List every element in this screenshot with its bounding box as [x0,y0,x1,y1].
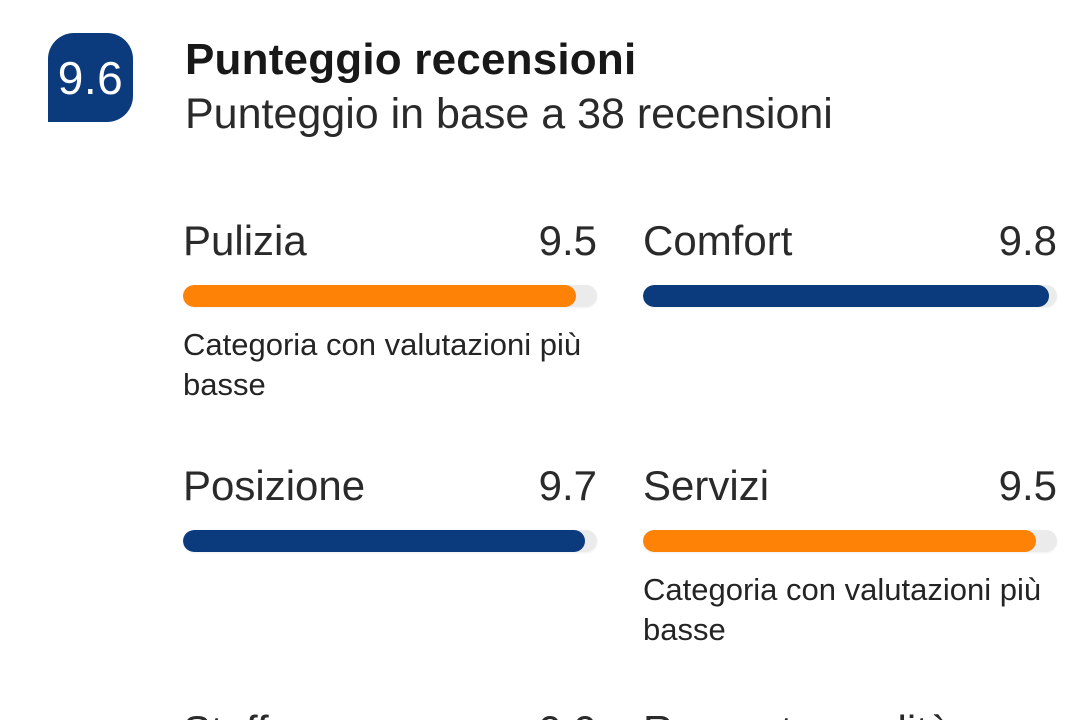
category-score: 9.8 [998,217,1057,264]
score-bar-fill [183,285,577,307]
category-posizione: Posizione 9.7 [183,463,597,708]
score-bar-track [643,530,1057,552]
category-score: 9.9 [539,708,597,720]
score-bar-track [183,285,597,307]
page-subtitle: Punteggio in base a 38 recensioni [185,90,833,138]
category-label: Rapporto qualità [643,708,951,720]
score-bar-track [183,530,597,552]
lowest-category-note: Categoria con valutazioni più basse [643,572,1042,647]
score-bar-track [643,285,1057,307]
category-score: 9.5 [538,217,597,264]
category-score: 9.5 [998,462,1057,509]
overall-score-value: 9.6 [57,51,124,104]
category-score: 9.7 [538,462,597,509]
category-label: Comfort [643,217,793,264]
category-rapporto-qualita: Rapporto qualità [643,708,1057,720]
page-title: Punteggio recensioni [185,35,637,84]
score-bar-fill [643,530,1037,552]
score-bar-fill [183,530,585,552]
category-pulizia: Pulizia 9.5 Categoria con valutazioni pi… [183,218,597,463]
category-label: Posizione [183,462,366,509]
score-bar-fill [643,285,1049,307]
lowest-category-note: Categoria con valutazioni più basse [183,327,582,402]
category-grid: Pulizia 9.5 Categoria con valutazioni pi… [183,218,1057,720]
header: Punteggio recensioni Punteggio in base a… [185,33,833,141]
category-label: Staff [183,708,269,720]
category-label: Pulizia [183,217,307,264]
category-staff: Staff 9.9 [183,708,597,720]
category-label: Servizi [643,462,770,509]
category-comfort: Comfort 9.8 [643,218,1057,463]
category-servizi: Servizi 9.5 Categoria con valutazioni pi… [643,463,1057,708]
overall-score-badge: 9.6 [48,33,133,122]
